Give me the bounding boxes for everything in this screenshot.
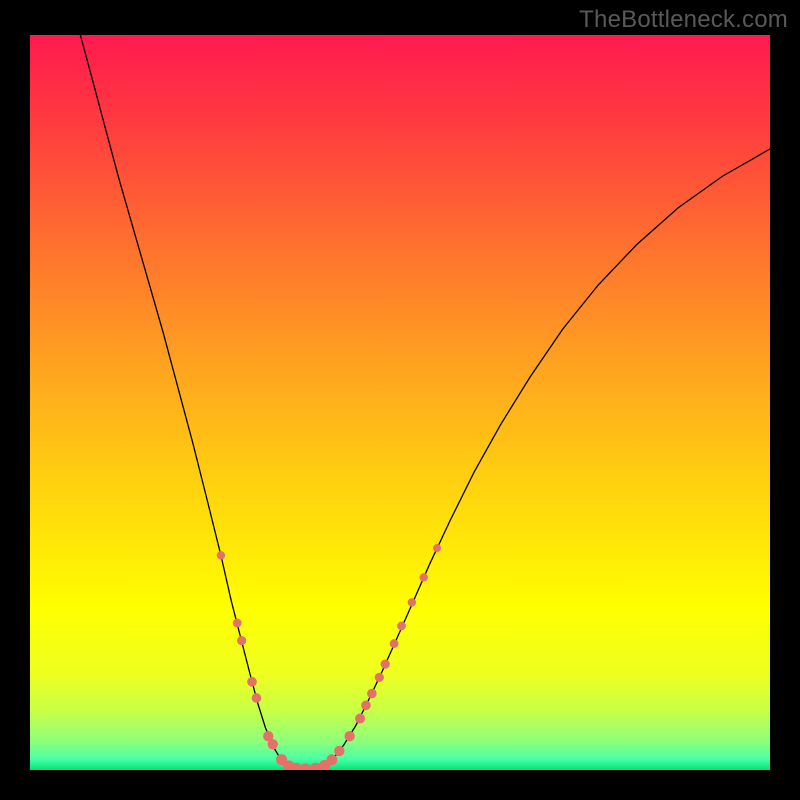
marker-dot (237, 636, 246, 645)
marker-dot (233, 619, 242, 628)
marker-dot (247, 677, 257, 687)
marker-dot (397, 622, 406, 631)
gradient-background (30, 35, 770, 770)
plot-area (30, 35, 770, 770)
marker-dot (327, 754, 338, 765)
marker-dot (355, 714, 365, 724)
marker-dot (408, 598, 416, 606)
marker-dot (252, 693, 262, 703)
marker-dot (367, 689, 377, 699)
chart-container: TheBottleneck.com (0, 0, 800, 800)
marker-dot (433, 544, 441, 552)
marker-dot (381, 660, 390, 669)
marker-dot (268, 739, 278, 749)
marker-dot (361, 701, 371, 711)
marker-dot (344, 731, 354, 741)
watermark-text: TheBottleneck.com (579, 6, 788, 34)
marker-dot (390, 639, 399, 648)
marker-dot (334, 746, 344, 756)
marker-dot (217, 551, 225, 559)
marker-dot (375, 673, 384, 682)
marker-dot (419, 573, 427, 581)
plot-svg (30, 35, 770, 770)
